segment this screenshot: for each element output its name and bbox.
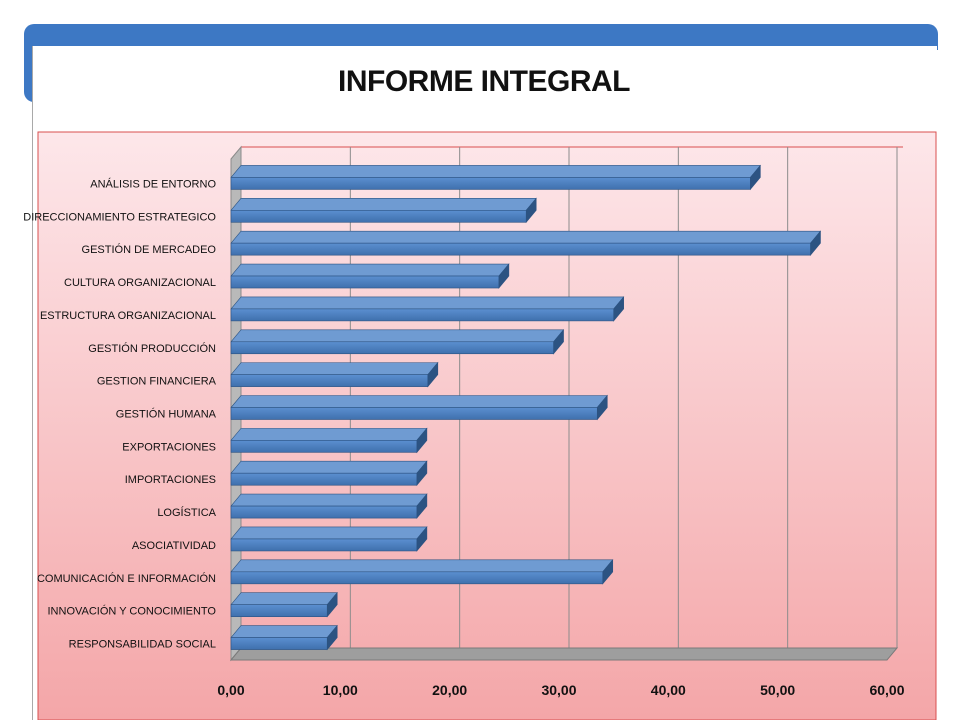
category-label: EXPORTACIONES <box>122 441 216 453</box>
chart-floor <box>229 647 899 661</box>
bar-front-face <box>230 177 751 190</box>
bar-top-face <box>230 428 428 441</box>
bar <box>230 197 537 224</box>
bar-top-face <box>230 296 625 310</box>
x-tick-label: 10,00 <box>323 682 358 698</box>
bar <box>230 328 565 355</box>
bar-top-face <box>230 395 608 408</box>
bar-front-face <box>230 242 811 256</box>
category-label: GESTIÓN PRODUCCIÓN <box>88 342 216 355</box>
bar-top-face <box>230 559 614 573</box>
bar-front-face <box>230 472 418 486</box>
category-label: ESTRUCTURA ORGANIZACIONAL <box>40 310 216 322</box>
bar-front-face <box>230 538 418 552</box>
bar-top-face <box>230 362 439 375</box>
x-tick-label: 60,00 <box>869 682 904 698</box>
bar <box>230 361 439 388</box>
chart-panel <box>37 131 937 720</box>
bar-front-face <box>230 341 554 355</box>
bar-front-face <box>230 637 328 650</box>
bar-front-face <box>230 407 598 420</box>
category-label: ASOCIATIVIDAD <box>132 540 216 552</box>
bar-top-face <box>230 198 537 211</box>
category-label: DIRECCIONAMIENTO ESTRATEGICO <box>23 211 216 223</box>
bar <box>230 493 428 519</box>
category-label: IMPORTACIONES <box>125 474 216 486</box>
bar-front-face <box>230 275 500 289</box>
header-band <box>24 24 938 50</box>
bar-front-face <box>230 210 527 223</box>
bar-top-face <box>230 165 761 178</box>
bar <box>230 559 614 585</box>
bar-top-face <box>230 460 428 474</box>
category-label: LOGÍSTICA <box>157 506 216 519</box>
x-tick-label: 0,00 <box>217 682 244 698</box>
bar <box>230 394 608 421</box>
category-label: GESTIÓN HUMANA <box>116 408 217 421</box>
category-label: ANÁLISIS DE ENTORNO <box>90 177 216 190</box>
bar-top-face <box>230 493 428 507</box>
chart-title: INFORME INTEGRAL <box>338 65 631 98</box>
x-tick-label: 30,00 <box>541 682 576 698</box>
bar-top-face <box>230 526 428 540</box>
x-tick-label: 50,00 <box>760 682 795 698</box>
bar-front-face <box>230 374 429 387</box>
category-label: COMUNICACIÓN E INFORMACIÓN <box>37 572 216 585</box>
bar <box>230 164 761 191</box>
bar-front-face <box>230 571 604 585</box>
x-tick-label: 20,00 <box>432 682 467 698</box>
bar-front-face <box>230 505 418 519</box>
bar <box>230 526 428 552</box>
bar <box>230 296 625 322</box>
bar <box>230 230 822 256</box>
category-label: INNOVACIÓN Y CONOCIMIENTO <box>48 605 217 618</box>
bar <box>230 460 428 487</box>
bar-front-face <box>230 604 328 618</box>
bar-front-face <box>230 440 418 453</box>
category-label: RESPONSABILIDAD SOCIAL <box>69 639 216 651</box>
bar-front-face <box>230 308 614 322</box>
bar <box>230 624 338 651</box>
bar-top-face <box>230 230 822 244</box>
category-label: GESTIÓN DE MERCADEO <box>82 243 217 256</box>
x-tick-label: 40,00 <box>651 682 686 698</box>
category-label: GESTION FINANCIERA <box>97 376 217 388</box>
bar <box>230 263 510 289</box>
bar-top-face <box>230 329 565 343</box>
bar-top-face <box>230 263 510 277</box>
bar <box>230 591 338 618</box>
category-label: CULTURA ORGANIZACIONAL <box>64 277 216 289</box>
bar <box>230 427 428 454</box>
bar-top-face <box>230 592 338 606</box>
bar-top-face <box>230 625 338 638</box>
